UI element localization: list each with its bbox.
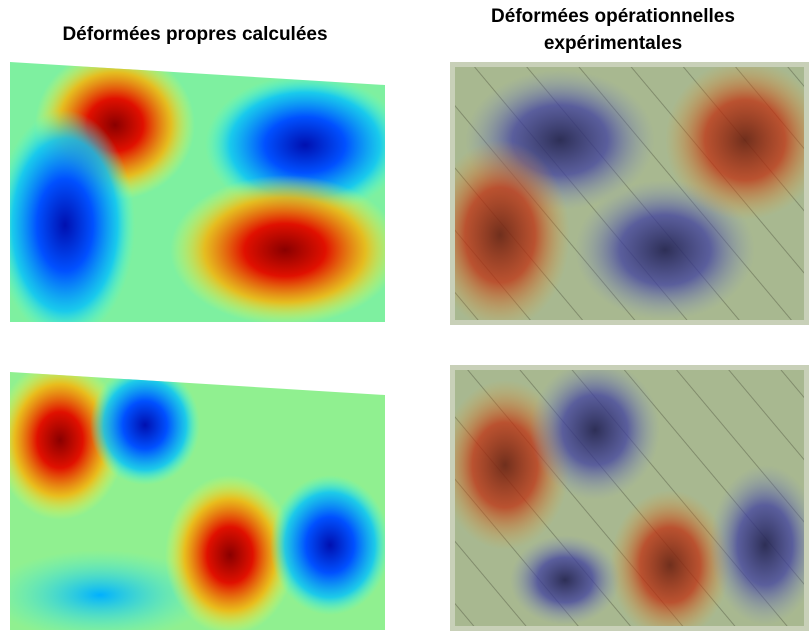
computed-mode-1 xyxy=(10,62,385,322)
left-title: Déformées propres calculées xyxy=(62,24,327,45)
experimental-mode-2 xyxy=(450,365,809,631)
experimental-mode-1 xyxy=(450,62,809,325)
right-title-line: Déformées opérationnelles xyxy=(491,6,735,27)
computed-mode-2 xyxy=(10,372,385,630)
right-title-line: expérimentales xyxy=(544,33,682,54)
